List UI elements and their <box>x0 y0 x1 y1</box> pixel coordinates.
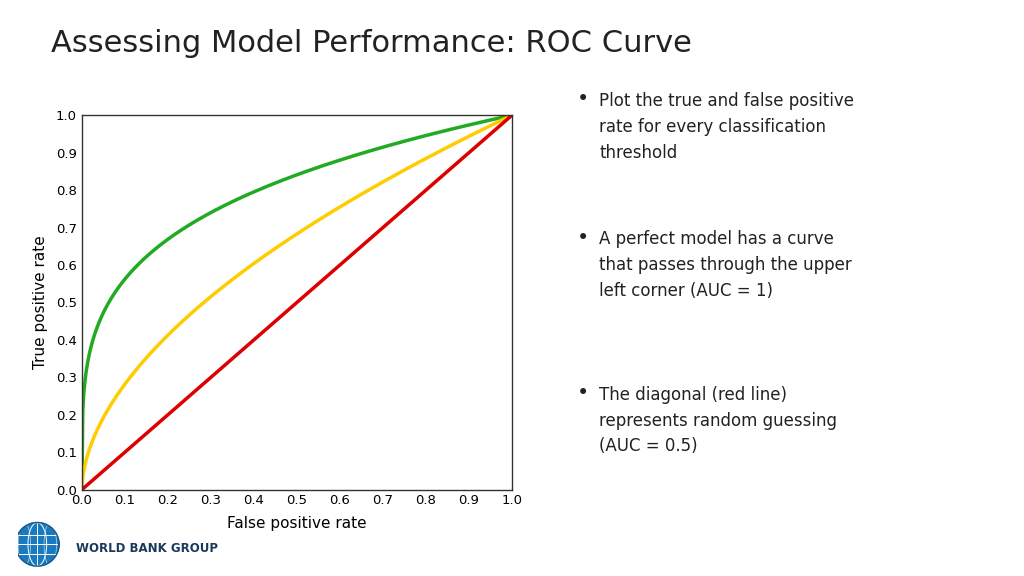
Text: •: • <box>577 89 589 109</box>
Text: The diagonal (red line)
represents random guessing
(AUC = 0.5): The diagonal (red line) represents rando… <box>599 386 837 455</box>
X-axis label: False positive rate: False positive rate <box>227 516 367 531</box>
Text: Assessing Model Performance: ROC Curve: Assessing Model Performance: ROC Curve <box>51 29 692 58</box>
Y-axis label: True positive rate: True positive rate <box>33 236 48 369</box>
Text: A perfect model has a curve
that passes through the upper
left corner (AUC = 1): A perfect model has a curve that passes … <box>599 230 852 300</box>
Text: •: • <box>577 228 589 248</box>
Text: WORLD BANK GROUP: WORLD BANK GROUP <box>76 542 218 555</box>
Circle shape <box>15 522 59 566</box>
Text: Plot the true and false positive
rate for every classification
threshold: Plot the true and false positive rate fo… <box>599 92 854 161</box>
Text: •: • <box>577 383 589 403</box>
